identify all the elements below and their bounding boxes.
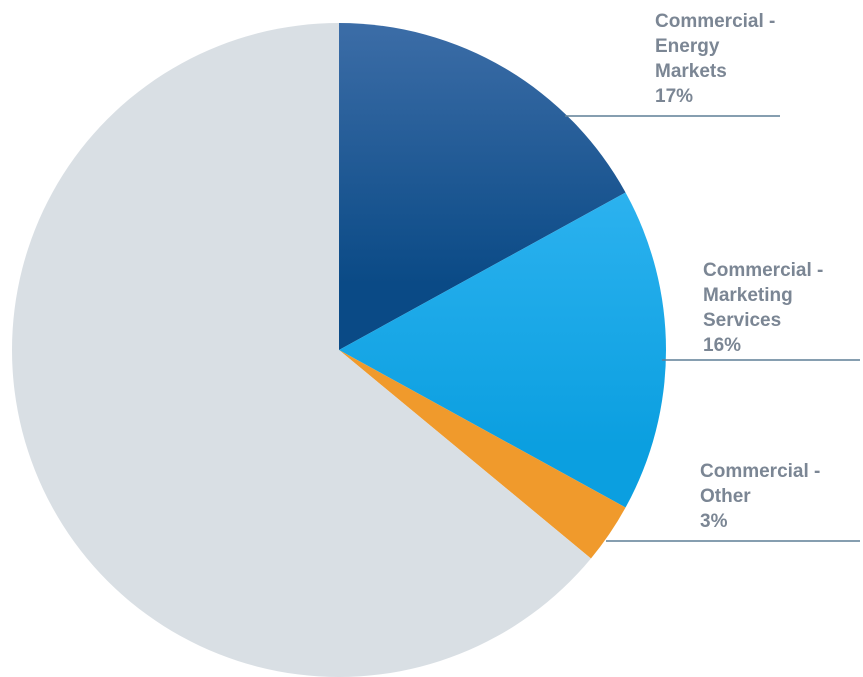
slice-value-label: 16% [703,335,741,356]
pie-slice-1 [339,192,666,508]
slice-label-line: Commercial - [703,260,823,281]
slice-label-line: Markets [655,61,727,82]
pie-slice-3 [11,23,591,677]
slice-label-2: Commercial - Other 3% [700,461,820,532]
slice-label-line: Commercial - [700,461,820,482]
pie-labels: Commercial -Energy Markets 17%Commercial -… [565,11,860,542]
pie-slices [11,23,666,677]
slice-label-line: Marketing [703,285,793,306]
slice-label-1: Commercial - Marketing Services 16% [703,260,823,356]
pie-slice-0 [339,23,626,350]
slice-label-0: Commercial - Energy Markets 17% [655,11,775,107]
slice-label-line: Commercial - [655,11,775,32]
slice-value-label: 3% [700,511,728,532]
slice-label-line: Energy [655,36,720,57]
slice-value-label: 17% [655,86,693,107]
slice-label-line: Services [703,310,781,331]
pie-slice-2 [339,350,626,559]
slice-label-line: Other [700,486,751,507]
